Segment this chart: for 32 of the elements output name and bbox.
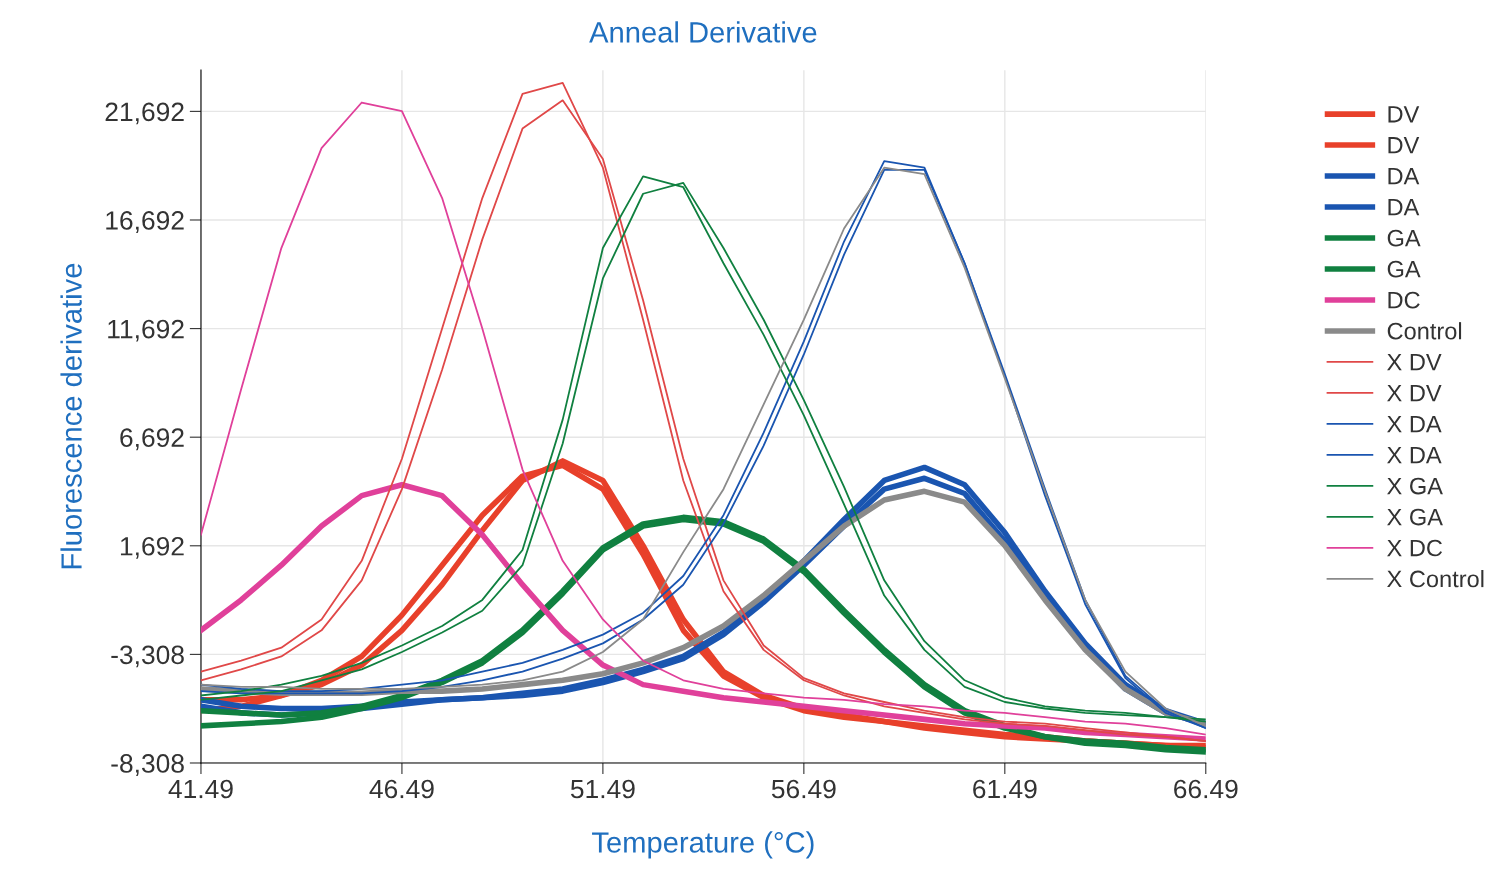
x-tick-label: 41.49 <box>168 779 233 799</box>
y-axis-title: Fluorescence derivative <box>60 263 82 569</box>
legend-label: X Control <box>1387 570 1484 588</box>
legend-label: GA <box>1387 229 1421 247</box>
y-tick-label: 16,692 <box>106 211 184 233</box>
chart-title: Anneal Derivative <box>589 21 817 43</box>
legend-label: DA <box>1388 199 1420 216</box>
x-tick-label: 61.49 <box>973 779 1037 799</box>
legend-label: Control <box>1387 322 1462 340</box>
legend-label: X DA <box>1387 446 1442 464</box>
legend-label: X GA <box>1387 477 1443 495</box>
legend-label: DV <box>1388 106 1420 123</box>
x-tick-label: 51.49 <box>570 779 635 799</box>
legend-label: X DA <box>1387 415 1442 433</box>
legend-label: DC <box>1388 291 1420 309</box>
x-axis-title: Temperature (°C) <box>592 831 814 859</box>
legend-label: X DC <box>1387 539 1443 557</box>
x-tick-label: 46.49 <box>369 779 434 799</box>
legend-label: X DV <box>1387 384 1442 402</box>
x-tick-label: 56.49 <box>771 779 836 799</box>
legend-label: X DV <box>1387 353 1442 371</box>
x-tick-label: 66.49 <box>1174 779 1238 799</box>
legend-label: X GA <box>1387 508 1443 526</box>
y-tick-label: 11,692 <box>108 319 184 342</box>
legend-label: DV <box>1388 137 1420 154</box>
legend-label: GA <box>1387 260 1421 278</box>
y-tick-label: -8,308 <box>111 754 184 776</box>
y-tick-label: 21,692 <box>105 102 184 125</box>
y-tick-label: 1,692 <box>120 536 184 559</box>
y-tick-label: -3,308 <box>111 645 184 668</box>
y-tick-label: 6,692 <box>120 428 184 451</box>
legend-label: DA <box>1388 168 1420 185</box>
